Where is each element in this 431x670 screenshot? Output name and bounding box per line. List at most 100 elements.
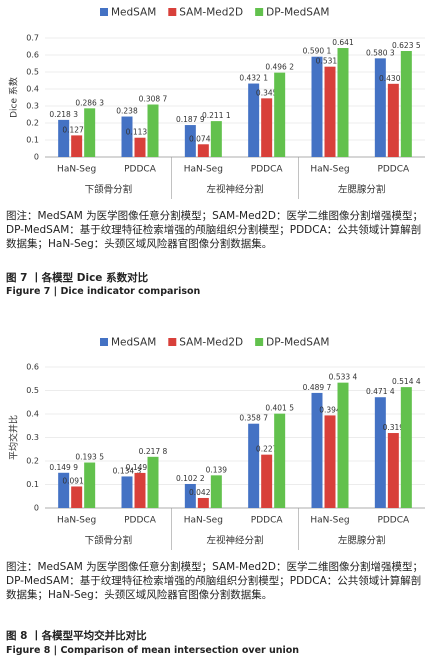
y-tick-label: 0.2	[26, 119, 39, 128]
x-tick-label: HaN-Seg	[184, 516, 223, 526]
bar	[337, 382, 349, 508]
group-label: 左腮腺分割	[338, 535, 386, 547]
y-tick-label: 0.4	[26, 410, 39, 419]
figure-note: 图注：MedSAM 为医学图像任意分割模型；SAM-Med2D：医学二维图像分割…	[6, 210, 423, 250]
group-label: 下颌骨分割	[85, 535, 133, 547]
bar	[311, 56, 323, 157]
legend-label: SAM-Med2D	[179, 7, 243, 19]
value-label: 0.227	[256, 445, 278, 454]
y-tick-label: 0.7	[26, 34, 39, 43]
y-tick-label: 0.5	[26, 68, 39, 77]
x-tick-label: PDDCA	[124, 516, 157, 526]
y-tick-label: 0	[34, 153, 39, 162]
y-tick-label: 0.1	[26, 480, 39, 489]
value-label: 0.401 5	[265, 404, 294, 413]
bar	[261, 454, 273, 508]
bar	[58, 119, 70, 157]
bar	[400, 387, 412, 508]
bar	[134, 137, 146, 157]
chart: MedSAM SAM-Med2D DP-MedSAM 平均交并比 0 0.1 0.2 0.3 0…	[8, 337, 425, 550]
bar	[58, 472, 70, 508]
caption-cn: 图 8 丨各模型平均交并比对比	[6, 630, 147, 642]
value-label: 0.496 2	[265, 63, 294, 72]
bar	[210, 475, 222, 508]
x-tick-label: HaN-Seg	[57, 516, 96, 526]
x-tick-label: PDDCA	[251, 516, 284, 526]
figure-note: 图注：MedSAM 为医学图像任意分割模型；SAM-Med2D：医学二维图像分割…	[6, 561, 423, 601]
bar	[121, 116, 133, 157]
value-label: 0.514 4	[392, 377, 421, 386]
value-label: 0.641	[332, 38, 354, 47]
y-tick-label: 0.5	[26, 386, 39, 395]
legend-label: DP-MedSAM	[266, 7, 329, 19]
legend-label: DP-MedSAM	[266, 337, 329, 349]
value-label: 0.319	[383, 423, 405, 432]
group-label: 左视神经分割	[206, 184, 263, 196]
y-tick-label: 0.4	[26, 85, 39, 94]
bar	[311, 392, 323, 508]
bar	[197, 497, 209, 508]
x-tick-label: PDDCA	[251, 165, 284, 175]
legend-swatch	[100, 338, 108, 346]
y-tick-label: 0.2	[26, 457, 39, 466]
y-tick-label: 0.6	[26, 51, 39, 60]
value-label: 0.042 7	[189, 488, 218, 497]
value-label: 0.533 4	[329, 373, 358, 382]
bar	[210, 121, 222, 157]
bar	[147, 104, 159, 157]
caption-en: Figure 8 | Comparison of mean intersecti…	[6, 645, 300, 656]
group-label: 左视神经分割	[206, 535, 263, 547]
value-label: 0.345	[256, 88, 278, 97]
bar	[147, 456, 159, 508]
legend-swatch	[100, 8, 108, 16]
bar	[400, 51, 412, 157]
value-label: 0.074 8	[189, 134, 218, 143]
x-tick-label: HaN-Seg	[310, 165, 349, 175]
value-label: 0.286 3	[75, 98, 104, 107]
value-label: 0.590 1	[303, 47, 332, 56]
group-label: 左腮腺分割	[338, 184, 386, 196]
caption-cn: 图 7 丨各模型 Dice 系数对比	[6, 272, 149, 284]
bar	[84, 108, 96, 157]
bar	[84, 462, 96, 508]
y-tick-label: 0.1	[26, 136, 39, 145]
value-label: 0.149 9	[49, 463, 78, 472]
value-label: 0.430 5	[379, 74, 408, 83]
value-label: 0.623 5	[392, 41, 421, 50]
value-label: 0.149 3	[126, 463, 155, 472]
x-tick-label: PDDCA	[377, 165, 410, 175]
value-label: 0.134 3	[113, 466, 142, 475]
bar	[374, 58, 386, 157]
legend-swatch	[255, 8, 264, 16]
bar	[134, 472, 146, 508]
value-label: 0.580 3	[366, 48, 395, 57]
y-axis-label: 平均交并比	[8, 415, 20, 460]
y-tick-label: 0	[34, 504, 39, 513]
value-label: 0.187 9	[176, 115, 205, 124]
y-tick-label: 0.3	[26, 102, 39, 111]
x-tick-label: HaN-Seg	[184, 165, 223, 175]
legend-swatch	[255, 338, 264, 346]
caption-en: Figure 7 | Dice indicator comparison	[6, 286, 201, 297]
value-label: 0.127 1	[62, 125, 91, 134]
value-label: 0.531 3	[316, 57, 345, 66]
value-label: 0.211 1	[202, 111, 231, 120]
value-label: 0.432 1	[239, 74, 268, 83]
chart: MedSAM SAM-Med2D DP-MedSAM Dice 系数 0 0.1 0.2 0.…	[8, 7, 425, 199]
bar	[374, 397, 386, 508]
group-label: 下颌骨分割	[85, 184, 133, 196]
bar	[184, 125, 196, 157]
bar	[274, 72, 286, 157]
bar	[184, 483, 196, 508]
value-label: 0.113 4	[126, 128, 155, 137]
bar	[71, 486, 83, 508]
y-tick-label: 0.3	[26, 433, 39, 442]
bar	[121, 476, 133, 508]
legend-swatch	[168, 338, 177, 346]
x-tick-label: PDDCA	[377, 516, 410, 526]
value-label: 0.139	[206, 465, 228, 474]
bar	[324, 66, 336, 157]
value-label: 0.394	[319, 405, 341, 414]
bar	[71, 135, 83, 157]
bar	[248, 83, 260, 157]
